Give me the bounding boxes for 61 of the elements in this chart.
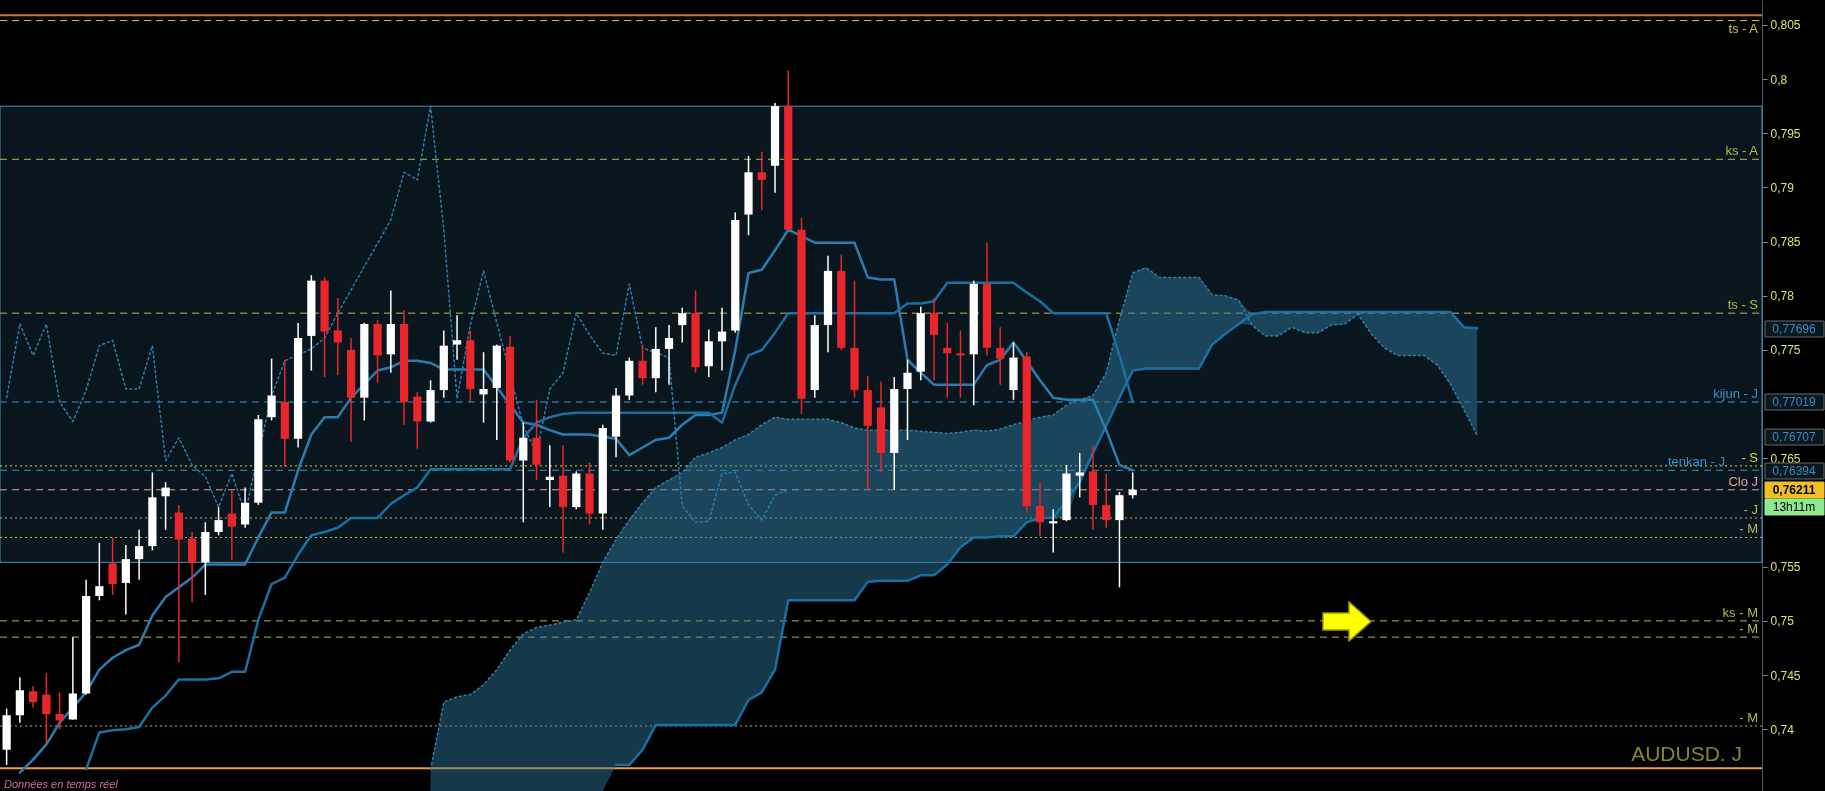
y-tick-label: 0,755 [1770, 560, 1801, 575]
candlestick [1102, 472, 1111, 529]
y-tick-label: 0,75 [1770, 614, 1795, 629]
y-tick-label: 0,79 [1770, 180, 1795, 195]
candlestick [717, 306, 727, 372]
candlestick [121, 544, 130, 616]
ref-line-label: ks - M [1722, 604, 1758, 620]
text: 0,77696 [1772, 322, 1817, 336]
ref-line-label: - M [1739, 709, 1758, 725]
candlestick [519, 421, 528, 524]
candlestick [638, 343, 647, 386]
candlestick [42, 672, 51, 746]
ref-line-label: Clo J [1728, 473, 1758, 489]
y-tick-label: 0,765 [1770, 451, 1801, 466]
candlestick [108, 536, 117, 596]
candlestick [1035, 481, 1045, 538]
text: 0,76394 [1772, 464, 1817, 478]
candlestick [214, 506, 223, 537]
ref-line-label: - S [1741, 449, 1759, 465]
candlestick [333, 297, 342, 376]
candlestick [95, 542, 104, 602]
ref-line-label: ts - S [1727, 297, 1759, 313]
text: 0,76707 [1772, 430, 1817, 444]
candlestick [678, 306, 687, 344]
candlestick [55, 691, 64, 730]
text: 0,76211 [1772, 483, 1816, 497]
text: 0,77019 [1772, 395, 1817, 409]
y-tick-label: 0,785 [1770, 235, 1801, 250]
ref-line-label: kijun - J [1713, 386, 1758, 401]
candlestick [227, 489, 236, 561]
candlestick [187, 531, 197, 604]
y-tick-label: 0,74 [1770, 722, 1795, 737]
candlestick [956, 329, 965, 399]
candlestick [452, 314, 462, 361]
y-tick-label: 0,78 [1770, 289, 1795, 304]
candlestick [29, 685, 38, 709]
candlestick [996, 326, 1005, 386]
ref-line-label: tenkan - J [1667, 454, 1725, 470]
ref-line-label: - J [1743, 501, 1758, 517]
y-tick-label: 0,775 [1770, 343, 1801, 358]
candlestick [664, 324, 674, 386]
annotation: Données en temps réel [4, 778, 119, 790]
candlestick [903, 358, 912, 441]
y-tick-label: 0,795 [1770, 126, 1801, 141]
ref-line-label: - M [1739, 521, 1758, 537]
candlestick [757, 150, 766, 211]
candlestick [240, 486, 250, 529]
ref-line-label: - M [1739, 621, 1758, 637]
candlestick [135, 529, 144, 581]
y-tick-label: 0,745 [1770, 668, 1801, 683]
y-tick-label: 0,805 [1770, 18, 1801, 33]
candlestick [161, 481, 170, 531]
text: 13h11m [1772, 500, 1816, 514]
candlestick [929, 297, 939, 382]
annotation: AUDUSD. J [1631, 742, 1742, 765]
candlestick [1075, 452, 1084, 499]
ref-line-label: ts - A [1728, 20, 1759, 36]
candlestick [479, 351, 488, 424]
y-tick-label: 0,8 [1770, 72, 1788, 87]
candlestick [267, 357, 276, 422]
ref-line-label: ks - A [1725, 143, 1759, 159]
